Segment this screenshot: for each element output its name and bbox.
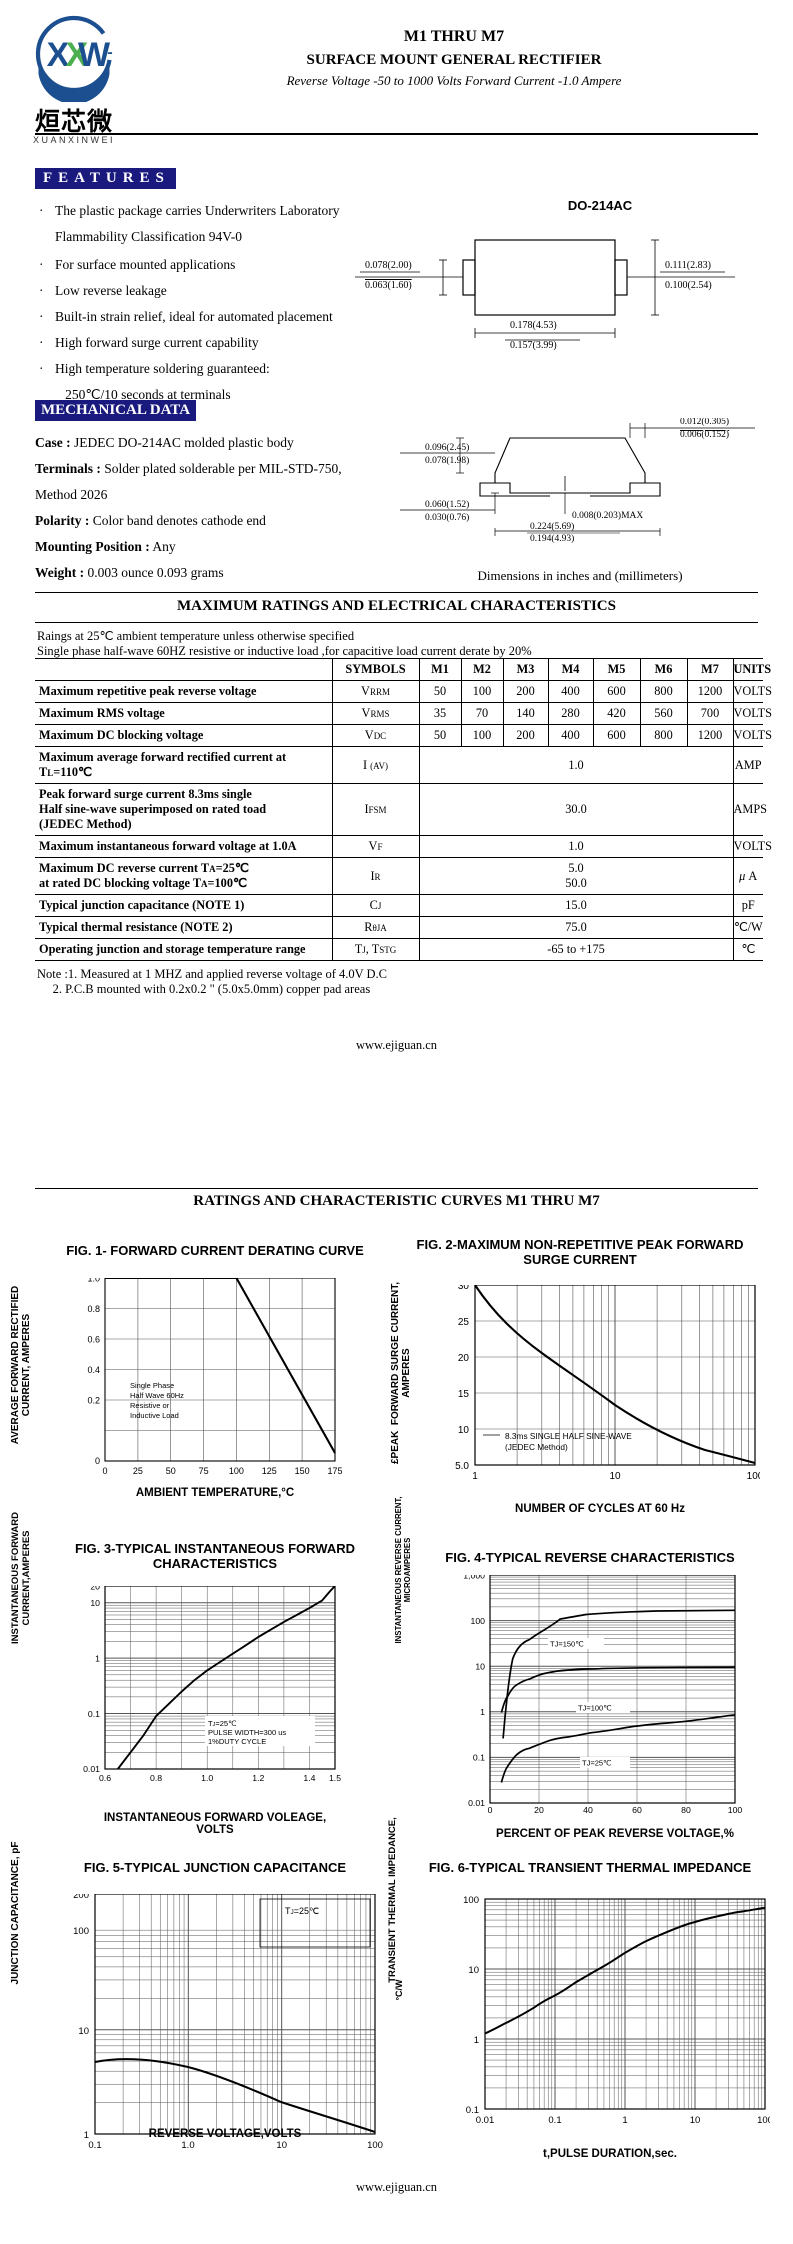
svg-text:0.008(0.203)MAX: 0.008(0.203)MAX	[572, 510, 643, 521]
svg-text:100: 100	[229, 1466, 244, 1476]
svg-text:Inductive Load: Inductive Load	[130, 1411, 179, 1420]
svg-text:0: 0	[488, 1805, 493, 1815]
svg-text:175: 175	[327, 1466, 342, 1476]
svg-text:Resistive or: Resistive or	[130, 1401, 170, 1410]
svg-text:1: 1	[472, 1471, 478, 1482]
svg-text:100: 100	[747, 1471, 760, 1482]
svg-text:0.157(3.99): 0.157(3.99)	[510, 340, 557, 351]
svg-text:1: 1	[622, 2115, 627, 2126]
svg-text:1.0: 1.0	[181, 2140, 194, 2151]
svg-text:200: 200	[73, 1894, 89, 1901]
svg-text:0.224(5.69): 0.224(5.69)	[530, 521, 574, 532]
svg-text:0.060(1.52): 0.060(1.52)	[425, 499, 469, 510]
svg-text:0.194(4.93): 0.194(4.93)	[530, 533, 574, 544]
svg-text:TJ=25℃: TJ=25℃	[582, 1759, 612, 1768]
svg-text:0.063(1.60): 0.063(1.60)	[365, 280, 412, 291]
svg-text:20: 20	[534, 1805, 544, 1815]
svg-text:TJ=25℃: TJ=25℃	[285, 1906, 319, 1916]
svg-text:0.111(2.83): 0.111(2.83)	[665, 260, 711, 271]
svg-text:1,000: 1,000	[463, 1575, 485, 1581]
svg-text:150: 150	[295, 1466, 310, 1476]
svg-text:0.8: 0.8	[150, 1773, 162, 1783]
svg-text:0.100(2.54): 0.100(2.54)	[665, 280, 712, 291]
svg-text:0.078(2.00): 0.078(2.00)	[365, 260, 412, 271]
svg-text:10: 10	[90, 1598, 100, 1608]
svg-text:0.078(1.98): 0.078(1.98)	[425, 455, 469, 466]
svg-text:125: 125	[262, 1466, 277, 1476]
svg-text:0: 0	[102, 1466, 107, 1476]
svg-text:0.1: 0.1	[473, 1753, 485, 1763]
svg-text:1: 1	[474, 2035, 479, 2046]
svg-text:100: 100	[367, 2140, 383, 2151]
svg-text:1: 1	[480, 1707, 485, 1717]
svg-text:PULSE WIDTH=300 us: PULSE WIDTH=300 us	[208, 1728, 286, 1737]
svg-text:0.178(4.53): 0.178(4.53)	[510, 320, 557, 331]
svg-text:TJ=150℃: TJ=150℃	[550, 1640, 584, 1649]
svg-text:100: 100	[73, 1926, 89, 1937]
svg-text:100: 100	[463, 1895, 479, 1906]
svg-text:80: 80	[681, 1805, 691, 1815]
svg-text:1: 1	[95, 1654, 100, 1664]
svg-text:10: 10	[458, 1425, 470, 1436]
svg-text:0.6: 0.6	[99, 1773, 111, 1783]
svg-text:100: 100	[757, 2115, 770, 2126]
svg-text:0.8: 0.8	[87, 1304, 100, 1314]
svg-text:0: 0	[95, 1456, 100, 1466]
svg-text:0.6: 0.6	[87, 1335, 100, 1345]
svg-text:1.5: 1.5	[329, 1773, 341, 1783]
svg-text:1.4: 1.4	[303, 1773, 315, 1783]
svg-text:25: 25	[133, 1466, 143, 1476]
svg-text:5.0: 5.0	[455, 1461, 469, 1472]
svg-text:0.4: 0.4	[87, 1365, 100, 1375]
svg-text:Half Wave 60Hz: Half Wave 60Hz	[130, 1391, 184, 1400]
svg-text:8.3ms SINGLE HALF SINE-WAVE: 8.3ms SINGLE HALF SINE-WAVE	[505, 1431, 632, 1441]
svg-text:0.030(0.76): 0.030(0.76)	[425, 512, 469, 523]
svg-text:20: 20	[458, 1353, 470, 1364]
svg-text:15: 15	[458, 1389, 470, 1400]
svg-text:W: W	[78, 36, 111, 74]
svg-text:1.2: 1.2	[252, 1773, 264, 1783]
svg-text:1.0: 1.0	[87, 1278, 100, 1284]
svg-text:0.01: 0.01	[83, 1764, 100, 1774]
svg-text:TJ=25℃: TJ=25℃	[208, 1719, 237, 1728]
svg-text:0.1: 0.1	[88, 1709, 100, 1719]
svg-text:30: 30	[458, 1285, 470, 1292]
svg-text:0.2: 0.2	[87, 1396, 100, 1406]
svg-text:10: 10	[276, 2140, 287, 2151]
svg-text:10: 10	[468, 1965, 479, 1976]
svg-text:TJ=100℃: TJ=100℃	[578, 1704, 612, 1713]
svg-text:40: 40	[583, 1805, 593, 1815]
svg-text:0.1: 0.1	[548, 2115, 561, 2126]
svg-text:1.0: 1.0	[201, 1773, 213, 1783]
svg-text:10: 10	[475, 1662, 485, 1672]
svg-text:0.096(2.45): 0.096(2.45)	[425, 442, 469, 453]
svg-text:0.006(0.152): 0.006(0.152)	[680, 429, 729, 440]
svg-text:0.01: 0.01	[476, 2115, 495, 2126]
svg-text:60: 60	[632, 1805, 642, 1815]
svg-text:10: 10	[690, 2115, 701, 2126]
svg-text:10: 10	[78, 2026, 89, 2037]
svg-text:100: 100	[471, 1616, 486, 1626]
svg-text:25: 25	[458, 1317, 470, 1328]
svg-text:0.1: 0.1	[88, 2140, 101, 2151]
svg-text:Single Phase: Single Phase	[130, 1381, 174, 1390]
svg-text:20: 20	[90, 1586, 100, 1592]
svg-text:1%DUTY CYCLE: 1%DUTY CYCLE	[208, 1737, 266, 1746]
svg-text:0.01: 0.01	[468, 1798, 485, 1808]
svg-text:75: 75	[199, 1466, 209, 1476]
svg-text:0.012(0.305): 0.012(0.305)	[680, 418, 729, 427]
svg-text:100: 100	[728, 1805, 743, 1815]
svg-text:(JEDEC Method): (JEDEC Method)	[505, 1442, 568, 1452]
svg-text:50: 50	[166, 1466, 176, 1476]
svg-text:10: 10	[609, 1471, 621, 1482]
